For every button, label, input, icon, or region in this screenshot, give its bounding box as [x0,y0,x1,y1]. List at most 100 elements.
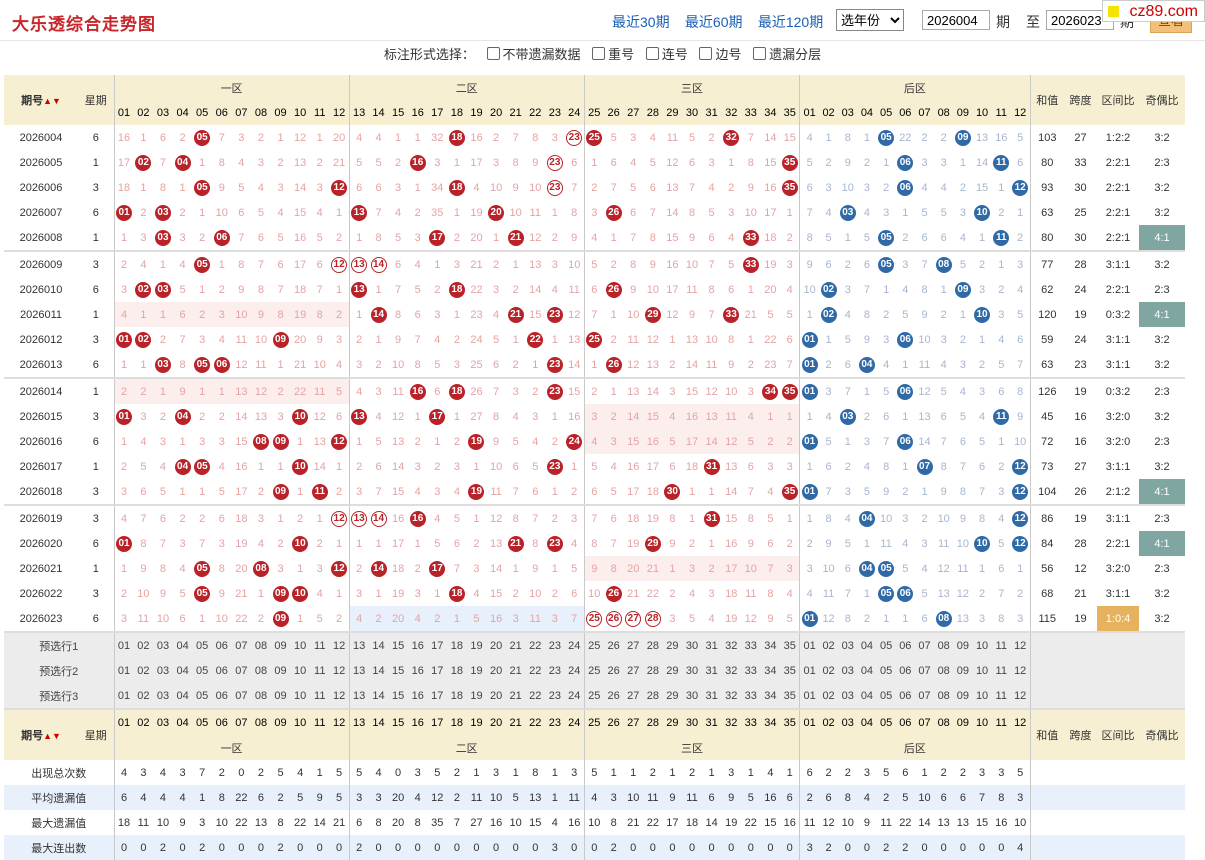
front-cell[interactable]: 1 [134,125,154,150]
year-select[interactable]: 选年份 [836,9,904,31]
back-cell[interactable]: 7 [877,429,896,454]
front-cell[interactable]: 3 [271,556,291,581]
back-cell[interactable]: 06 [896,581,915,606]
front-cell[interactable]: 16 [232,454,252,479]
back-cell[interactable]: 1 [877,150,896,175]
front-cell[interactable]: 3 [251,504,271,531]
front-cell[interactable]: 14 [368,504,389,531]
front-cell[interactable]: 5 [348,150,369,175]
front-cell[interactable]: 4 [232,150,252,175]
back-cell[interactable]: 10 [972,531,991,556]
preselect-back-number[interactable]: 12 [1010,631,1031,658]
front-cell[interactable]: 15 [682,377,702,404]
front-cell[interactable]: 9 [310,327,330,352]
back-cell[interactable]: 1 [896,200,915,225]
front-cell[interactable]: 4 [348,606,369,632]
preselect-back-number[interactable]: 11 [991,683,1011,709]
preselect-front-number[interactable]: 23 [545,631,565,658]
back-cell[interactable]: 6 [992,556,1011,581]
back-cell[interactable]: 3 [992,479,1011,505]
front-cell[interactable]: 2 [369,352,389,378]
front-cell[interactable]: 14 [388,454,408,479]
front-cell[interactable]: 20 [388,606,408,632]
front-cell[interactable]: 4 [583,225,604,251]
preselect-front-number[interactable]: 30 [682,658,702,683]
front-cell[interactable]: 21 [290,352,310,378]
front-cell[interactable]: 04 [173,454,193,479]
front-cell[interactable]: 5 [583,454,604,479]
front-cell[interactable]: 16 [407,377,428,404]
back-cell[interactable]: 3 [895,250,915,277]
front-cell[interactable]: 2 [545,504,565,531]
front-cell[interactable]: 3 [271,404,291,429]
front-cell[interactable]: 1 [545,479,565,505]
front-cell[interactable]: 1 [447,404,467,429]
front-cell[interactable]: 4 [780,581,800,606]
front-cell[interactable]: 34 [428,175,448,200]
front-cell[interactable]: 4 [583,429,604,454]
front-cell[interactable]: 3 [702,150,722,175]
preselect-front-number[interactable]: 13 [348,683,369,709]
back-cell[interactable]: 2 [992,277,1011,302]
preselect-front-number[interactable]: 09 [270,631,291,658]
front-cell[interactable]: 12 [330,429,350,454]
front-cell[interactable]: 1 [505,250,526,277]
front-cell[interactable]: 12 [721,429,741,454]
front-cell[interactable]: 3 [428,302,448,327]
front-cell[interactable]: 1 [663,327,683,352]
back-cell[interactable]: 01 [799,479,819,505]
back-cell[interactable]: 14 [972,150,991,175]
front-cell[interactable]: 1 [153,302,173,327]
preselect-front-number[interactable]: 21 [505,683,526,709]
front-cell[interactable]: 2 [780,429,800,454]
back-cell[interactable]: 3 [838,277,857,302]
front-cell[interactable]: 6 [565,150,585,175]
back-cell[interactable]: 6 [953,429,972,454]
front-cell[interactable]: 33 [721,302,741,327]
front-cell[interactable]: 1 [192,150,212,175]
preselect-front-number[interactable]: 20 [486,658,506,683]
front-cell[interactable]: 12 [643,327,663,352]
front-cell[interactable]: 8 [173,352,193,378]
front-cell[interactable]: 4 [604,454,624,479]
back-cell[interactable]: 9 [934,479,953,505]
front-cell[interactable]: 18 [643,479,663,505]
front-cell[interactable]: 21 [232,581,252,606]
back-cell[interactable]: 3 [895,504,915,531]
front-cell[interactable]: 4 [212,454,232,479]
front-cell[interactable]: 14 [369,302,389,327]
preselect-back-number[interactable]: 09 [953,631,973,658]
front-cell[interactable]: 35 [780,175,800,200]
front-cell[interactable]: 6 [583,277,604,302]
front-cell[interactable]: 27 [467,404,487,429]
front-cell[interactable]: 17 [428,556,448,581]
front-cell[interactable]: 1 [271,454,291,479]
front-cell[interactable]: 33 [741,250,761,277]
front-cell[interactable]: 7 [369,479,389,505]
front-cell[interactable]: 6 [153,504,173,531]
preselect-front-number[interactable]: 08 [251,683,271,709]
back-cell[interactable]: 1 [857,377,877,404]
back-cell[interactable]: 01 [799,377,819,404]
front-cell[interactable]: 12 [330,175,350,200]
front-cell[interactable]: 33 [741,225,761,251]
front-cell[interactable]: 16 [643,429,663,454]
back-cell[interactable]: 7 [1011,352,1030,378]
front-cell[interactable]: 1 [113,556,134,581]
front-cell[interactable]: 8 [408,352,428,378]
preselect-back-number[interactable]: 08 [934,658,954,683]
front-cell[interactable]: 01 [113,200,134,225]
front-cell[interactable]: 1 [192,606,212,632]
back-cell[interactable]: 12 [953,581,972,606]
front-cell[interactable]: 3 [251,150,271,175]
front-cell[interactable]: 1 [780,404,800,429]
front-cell[interactable]: 3 [505,606,526,632]
front-cell[interactable]: 13 [348,404,369,429]
front-cell[interactable]: 35 [428,200,448,225]
front-cell[interactable]: 10 [153,606,173,632]
back-cell[interactable]: 11 [877,531,896,556]
back-cell[interactable]: 8 [838,125,857,150]
back-cell[interactable]: 2 [819,352,838,378]
front-cell[interactable]: 27 [623,606,643,632]
front-cell[interactable]: 04 [173,404,193,429]
